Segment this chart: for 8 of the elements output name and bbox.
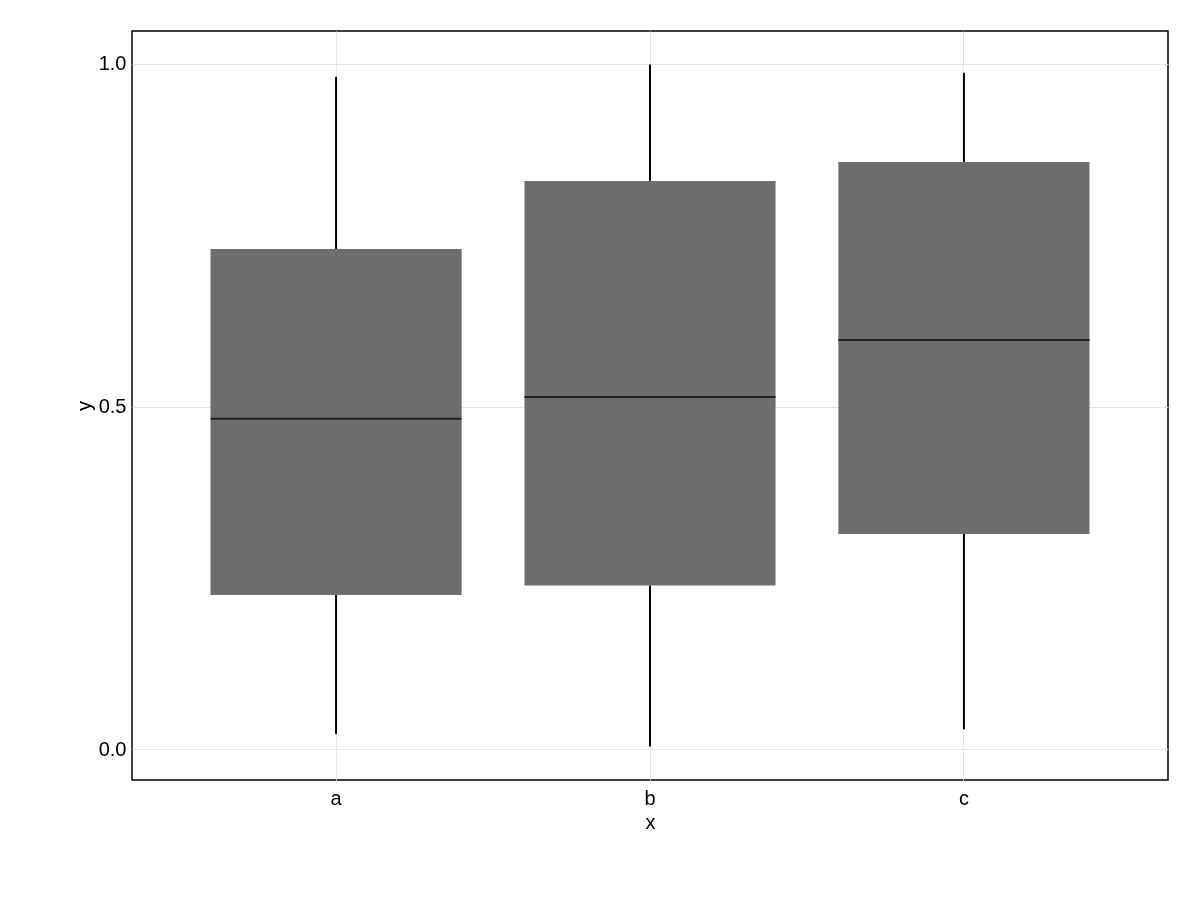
- y-tick-label: 1.0: [98, 52, 127, 75]
- x-tick-label: b: [644, 786, 656, 809]
- y-axis-title: y: [72, 401, 95, 411]
- y-tick-label: 0.0: [98, 737, 127, 760]
- x-axis-title: x: [645, 810, 656, 833]
- x-tick-label: c: [958, 786, 969, 809]
- x-tick-label: a: [330, 786, 343, 809]
- y-tick-label: 0.5: [98, 395, 127, 418]
